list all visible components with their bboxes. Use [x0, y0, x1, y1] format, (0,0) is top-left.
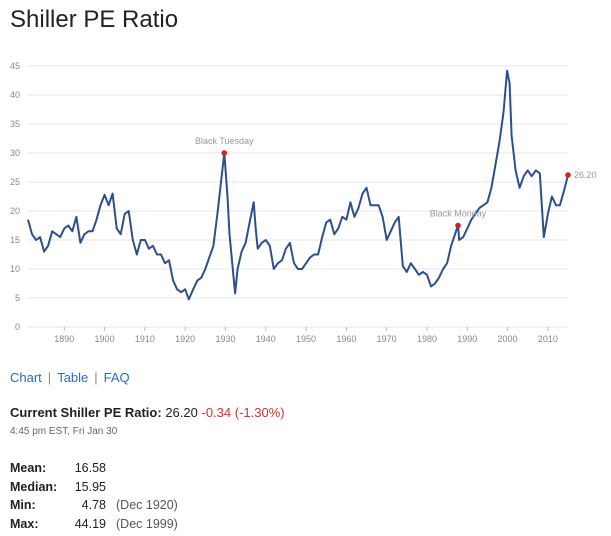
x-tick-label: 1980	[417, 334, 437, 344]
x-tick-label: 2000	[498, 334, 518, 344]
y-tick-label: 40	[10, 90, 20, 100]
x-tick-label: 1940	[256, 334, 276, 344]
x-tick-label: 1890	[54, 334, 74, 344]
stat-value: 15.95	[74, 479, 106, 494]
y-tick-label: 10	[10, 264, 20, 274]
x-tick-label: 1950	[296, 334, 316, 344]
page-title: Shiller PE Ratio	[10, 6, 179, 33]
x-tick-label: 1990	[457, 334, 477, 344]
x-tick-label: 2010	[538, 334, 558, 344]
y-tick-label: 25	[10, 177, 20, 187]
stat-row-min: Min: 4.78 (Dec 1920)	[10, 496, 178, 515]
table-link[interactable]: Table	[57, 370, 89, 385]
nav-separator: |	[94, 370, 98, 385]
stat-value: 4.78	[81, 498, 106, 512]
y-tick-label: 45	[10, 61, 20, 71]
timestamp: 4:45 pm EST, Fri Jan 30	[10, 426, 118, 437]
y-tick-label: 15	[10, 235, 20, 245]
stat-date: (Dec 1999)	[116, 516, 178, 531]
stat-date: (Dec 1920)	[116, 498, 178, 512]
event-marker	[565, 172, 571, 178]
x-axis: 1890 1900 1910 1920 1930 1940 1950 1960 1970 1980…	[54, 327, 558, 344]
y-tick-label: 5	[15, 293, 20, 303]
stat-key: Max:	[10, 516, 39, 531]
x-tick-label: 1900	[95, 334, 115, 344]
annotation-label: 26.20	[574, 170, 597, 180]
stat-key: Mean:	[10, 461, 47, 475]
annotations: Black Tuesday Black Monday 26.20	[195, 136, 597, 229]
y-axis: 0 5 10 15 20 25 30 35 40 45	[10, 61, 20, 332]
x-tick-label: 1970	[377, 334, 397, 344]
view-nav: Chart | Table | FAQ	[10, 370, 130, 385]
x-tick-label: 1930	[215, 334, 235, 344]
chart-link[interactable]: Chart	[10, 370, 42, 385]
event-marker	[221, 150, 228, 156]
annotation-label: Black Monday	[430, 209, 487, 219]
y-tick-label: 35	[10, 119, 20, 129]
y-tick-label: 30	[10, 148, 20, 158]
current-value: 26.20	[165, 405, 198, 420]
current-ratio: Current Shiller PE Ratio: 26.20 -0.34 (-…	[10, 405, 285, 420]
stat-value: 16.58	[74, 461, 106, 475]
x-tick-label: 1920	[175, 334, 195, 344]
stats-table: Mean: 16.58 Median: 15.95 Min: 4.78 (Dec…	[10, 459, 178, 533]
grid	[28, 65, 568, 328]
current-change: -0.34 (-1.30%)	[201, 405, 285, 420]
stat-key: Min:	[10, 498, 36, 512]
stat-row-median: Median: 15.95	[10, 478, 178, 497]
current-label: Current Shiller PE Ratio:	[10, 405, 162, 420]
event-marker	[455, 222, 461, 229]
series-line	[27, 69, 569, 301]
x-tick-label: 1960	[336, 334, 356, 344]
faq-link[interactable]: FAQ	[103, 370, 130, 385]
y-tick-label: 20	[10, 206, 20, 216]
x-tick-label: 1910	[135, 334, 155, 344]
nav-separator: |	[47, 370, 52, 385]
stat-row-max: Max: 44.19 (Dec 1999)	[10, 515, 178, 534]
annotation-label: Black Tuesday	[195, 136, 254, 146]
y-tick-label: 0	[15, 322, 20, 332]
stat-value: 44.19	[74, 516, 106, 531]
stat-key: Median:	[10, 479, 58, 494]
stat-row-mean: Mean: 16.58	[10, 459, 178, 478]
